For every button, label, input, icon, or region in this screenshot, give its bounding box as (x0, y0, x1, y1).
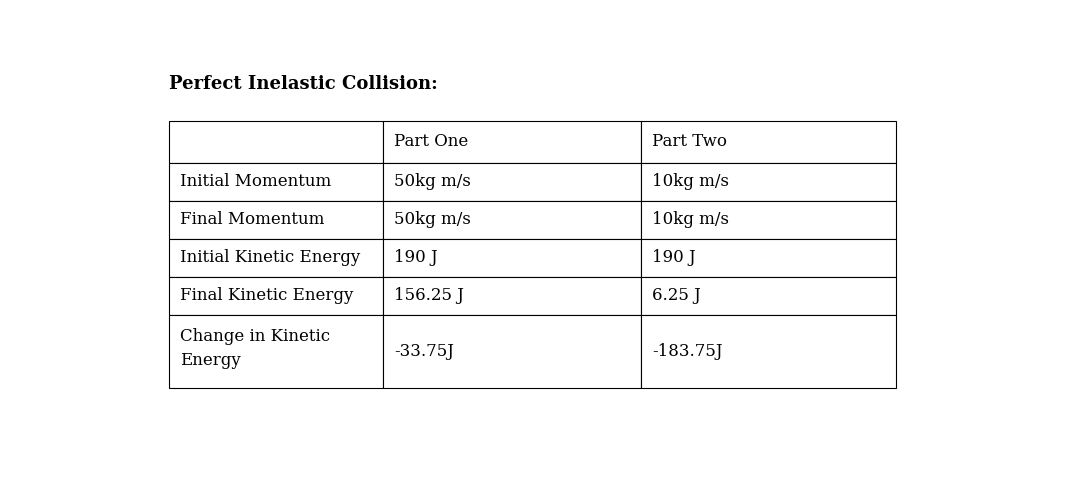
Text: 10kg m/s: 10kg m/s (652, 173, 729, 190)
Bar (169, 121, 384, 163)
Text: Part One: Part One (394, 134, 468, 150)
Bar (641, 201, 896, 239)
Bar (641, 163, 896, 201)
Text: Perfect Inelastic Collision:: Perfect Inelastic Collision: (169, 75, 437, 93)
Bar (641, 121, 896, 163)
Text: Part Two: Part Two (652, 134, 727, 150)
Bar (169, 277, 384, 315)
Text: -183.75J: -183.75J (652, 343, 723, 360)
Text: 50kg m/s: 50kg m/s (394, 211, 471, 228)
Bar (384, 315, 641, 388)
Bar (384, 201, 641, 239)
Text: 156.25 J: 156.25 J (394, 287, 464, 304)
Text: Initial Momentum: Initial Momentum (180, 173, 331, 190)
Bar (169, 315, 384, 388)
Text: 190 J: 190 J (394, 249, 437, 266)
Text: 10kg m/s: 10kg m/s (652, 211, 729, 228)
Text: Final Kinetic Energy: Final Kinetic Energy (180, 287, 353, 304)
Text: Initial Kinetic Energy: Initial Kinetic Energy (180, 249, 360, 266)
Text: -33.75J: -33.75J (394, 343, 455, 360)
Bar (384, 121, 641, 163)
Bar (641, 277, 896, 315)
Bar (384, 277, 641, 315)
Bar (384, 239, 641, 277)
Text: 50kg m/s: 50kg m/s (394, 173, 471, 190)
Text: Final Momentum: Final Momentum (180, 211, 324, 228)
Bar (169, 163, 384, 201)
Bar (169, 239, 384, 277)
Text: 190 J: 190 J (652, 249, 696, 266)
Text: Change in Kinetic
Energy: Change in Kinetic Energy (180, 328, 330, 370)
Text: 6.25 J: 6.25 J (652, 287, 701, 304)
Bar (384, 163, 641, 201)
Bar (169, 201, 384, 239)
Bar (641, 239, 896, 277)
Bar (641, 315, 896, 388)
